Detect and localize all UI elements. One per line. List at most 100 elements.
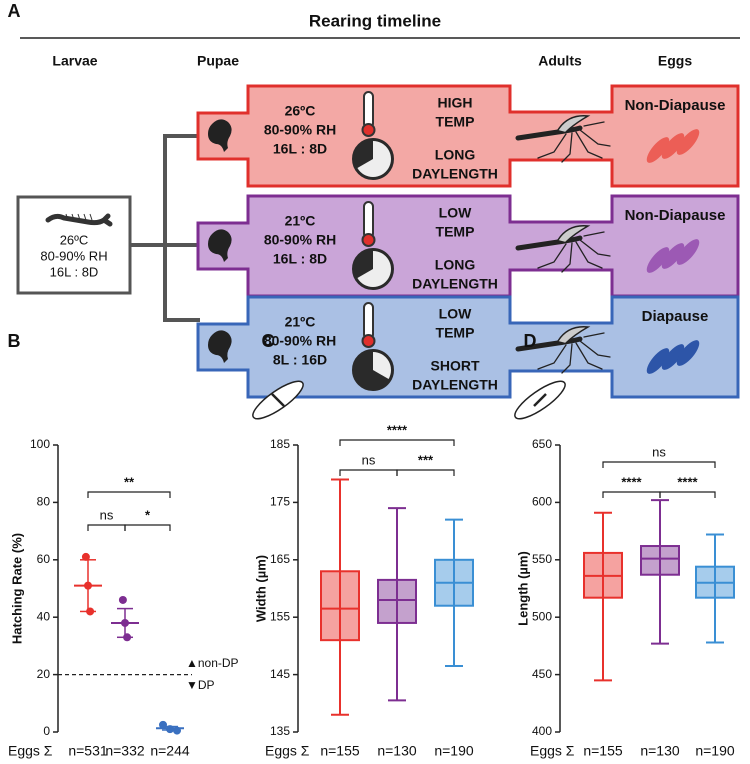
sample-size: n=155 [583, 743, 623, 759]
sig-label: ** [124, 474, 135, 489]
temp-text: HIGH [438, 95, 473, 111]
larva-hair [65, 213, 69, 221]
egg-icon [676, 129, 700, 155]
larva-icon [45, 213, 113, 227]
condition-box [196, 295, 740, 399]
condition-text: 80-90% RH [264, 122, 336, 138]
larva-hair [83, 213, 87, 221]
pupa-icon [208, 330, 232, 363]
box [320, 570, 360, 642]
threshold-label: ▲non-DP [186, 656, 239, 670]
egg-icon [676, 340, 700, 366]
larva-hair [77, 213, 81, 221]
mosquito-body [515, 235, 583, 251]
sig-bracket [602, 461, 716, 468]
mosquito-body [515, 336, 583, 352]
egg-measure [533, 393, 547, 407]
thermometer-bulb [361, 233, 376, 247]
sig-bracket [602, 491, 661, 498]
y-tick-label: 100 [30, 437, 50, 451]
y-tick-label: 135 [270, 724, 290, 738]
box [377, 578, 417, 624]
larva-hair [71, 213, 75, 221]
sig-bracket [659, 491, 716, 498]
sig-label: **** [387, 422, 408, 437]
egg-icon [661, 243, 685, 269]
y-tick-label: 500 [532, 609, 552, 623]
mosquito-body [515, 125, 583, 141]
y-tick-label: 155 [270, 609, 290, 623]
sample-size: n=332 [105, 743, 145, 759]
mosquito-icon [515, 326, 611, 374]
sample-size: n=190 [695, 743, 735, 759]
data-point [159, 720, 167, 729]
sample-size: n=155 [320, 743, 360, 759]
data-point [166, 725, 174, 734]
clock-light [373, 352, 391, 379]
thermometer [363, 201, 374, 239]
threshold-label: ▼DP [186, 678, 215, 692]
data-point [173, 726, 181, 735]
pupa-icon [208, 229, 232, 262]
thermometer-bulb [361, 123, 376, 137]
panel-label: A [8, 1, 21, 21]
y-tick-label: 600 [532, 495, 552, 509]
sig-bracket [87, 524, 126, 531]
temp-text: TEMP [436, 114, 475, 130]
daylength-text: DAYLENGTH [412, 276, 498, 292]
sig-bracket [124, 524, 171, 531]
data-point [84, 581, 92, 590]
y-tick-label: 40 [37, 609, 51, 623]
sig-bracket [339, 439, 455, 446]
stage-header: Larvae [52, 53, 97, 69]
daylength-text: LONG [435, 147, 476, 163]
sig-bracket [396, 469, 455, 476]
clock-light [357, 251, 391, 288]
mosquito-wing [557, 115, 591, 133]
egg-type: Non-Diapause [625, 207, 726, 224]
y-tick-label: 175 [270, 495, 290, 509]
larvae-condition: 16L : 8D [50, 264, 99, 279]
footer-label: Eggs Σ [8, 743, 53, 759]
y-tick-label: 650 [532, 437, 552, 451]
thermometer [363, 302, 374, 340]
panel-label: B [8, 331, 21, 351]
y-tick-label: 60 [37, 552, 51, 566]
larvae-condition: 26ºC [60, 232, 89, 247]
condition-text: 8L : 16D [273, 352, 327, 368]
sig-label: * [145, 507, 151, 522]
condition-text: 80-90% RH [264, 232, 336, 248]
sample-size: n=130 [377, 743, 417, 759]
temp-text: TEMP [436, 325, 475, 341]
y-tick-label: 165 [270, 552, 290, 566]
daylength-text: SHORT [431, 358, 480, 374]
data-point [123, 633, 132, 642]
timeline-title: Rearing timeline [309, 11, 441, 30]
condition-box [196, 84, 740, 188]
daylength-text: LONG [435, 257, 476, 273]
y-axis-label: Hatching Rate (%) [9, 533, 24, 644]
sig-label: ns [100, 507, 114, 522]
condition-text: 80-90% RH [264, 333, 336, 349]
egg-icon [646, 348, 670, 374]
y-tick-label: 400 [532, 724, 552, 738]
temp-text: LOW [439, 205, 472, 221]
condition-text: 26ºC [285, 103, 316, 119]
daylength-text: DAYLENGTH [412, 377, 498, 393]
y-tick-label: 550 [532, 552, 552, 566]
mosquito-icon [515, 115, 611, 163]
y-tick-label: 20 [37, 667, 51, 681]
footer-label: Eggs Σ [265, 743, 310, 759]
larva-hair [89, 213, 93, 221]
mosquito-legs [537, 121, 611, 163]
sig-label: **** [621, 474, 642, 489]
sig-label: *** [418, 452, 434, 467]
condition-text: 16L : 8D [273, 251, 327, 267]
sig-label: ns [362, 452, 376, 467]
sig-label: ns [652, 444, 666, 459]
connector [130, 134, 200, 322]
egg-icon [646, 137, 670, 163]
sample-size: n=531 [68, 743, 108, 759]
mosquito-icon [515, 225, 611, 273]
